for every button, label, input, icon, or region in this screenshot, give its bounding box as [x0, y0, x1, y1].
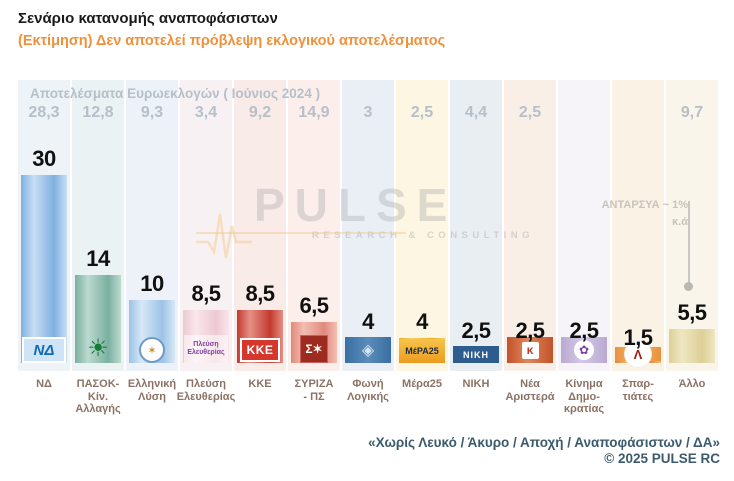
euro-result-value: 2,5: [410, 104, 434, 121]
party-bar: [669, 329, 715, 363]
euro-result-value: 14,9: [298, 104, 330, 121]
party-name-label: ΠΑΣΟΚ-Κίν. Αλλαγής: [75, 378, 121, 416]
bar-value-label: 2,5: [515, 318, 545, 343]
pasok-sun-logo: ☀: [87, 335, 109, 362]
column-foni-logikis: 3 4 ◈ Φωνή Λογικής: [342, 80, 394, 403]
party-name-label: ΝΔ: [36, 378, 52, 390]
euro-result-value: 2,5: [518, 104, 542, 121]
nd-logo: ΝΔ: [22, 337, 66, 363]
kinima-flower-logo: ✿: [561, 337, 607, 363]
niki-logo: ΝΙΚΗ: [453, 346, 499, 363]
party-name-label: Άλλο: [678, 378, 706, 390]
column-mera25: 2,5 4 ΜέΡΑ25 Μέρα25: [396, 80, 448, 390]
nea-aristera-logo: κ: [507, 337, 553, 363]
euro-result-value: 3: [363, 104, 373, 121]
party-bar: [21, 175, 67, 363]
bar-value-label: 8,5: [245, 281, 275, 306]
bar-value-label: 2,5: [569, 318, 599, 343]
annotation-line1: ΑΝΤΑΡΣΥΑ ~ 1%: [601, 199, 688, 211]
spartan-helmet-logo: Λ: [615, 341, 661, 367]
footer-note: «Χωρίς Λευκό / Άκυρο / Αποχή / Αναποφάσι…: [368, 435, 720, 450]
annotation-pointer-dot: [684, 282, 693, 291]
party-name-label: Σπαρ- τιάτες: [622, 378, 654, 403]
antarsya-annotation: ΑΝΤΑΡΣΥΑ ~ 1% κ.ά: [602, 197, 688, 230]
column-spartiates: 1,5 Λ Σπαρ- τιάτες: [612, 80, 664, 403]
column-niki: 4,4 2,5 ΝΙΚΗ ΝΙΚΗ: [450, 80, 502, 390]
column-elliniki-lysi: 9,3 10 ✶ Ελληνική Λύση: [126, 80, 178, 403]
page-title: Σενάριο κατανομής αναποφάσιστων: [18, 10, 278, 27]
bar-value-label: 4: [416, 309, 428, 334]
column-syriza: 14,9 6,5 Σ✶ ΣΥΡΙΖΑ - ΠΣ: [288, 80, 340, 403]
bar-value-label: 5,5: [677, 300, 707, 325]
page-subtitle: (Εκτίμηση) Δεν αποτελεί πρόβλεψη εκλογικ…: [18, 33, 446, 49]
mera25-logo: ΜέΡΑ25: [399, 339, 445, 363]
party-name-label: Νέα Αριστερά: [505, 378, 555, 403]
annotation-pointer-line: [688, 201, 690, 283]
bar-value-label: 10: [140, 271, 164, 296]
column-kinima-dimokratias: 2,5 ✿ Κίνημα Δημο- κρατίας: [558, 80, 610, 415]
party-name-label: Κίνημα Δημο- κρατίας: [563, 378, 605, 416]
bar-value-label: 6,5: [299, 293, 329, 318]
column-kke: 9,2 8,5 ΚΚΕ ΚΚΕ: [234, 80, 286, 390]
chart-footer: «Χωρίς Λευκό / Άκυρο / Αποχή / Αναποφάσι…: [368, 435, 720, 466]
party-name-label: Μέρα25: [402, 378, 442, 390]
bar-value-label: 14: [86, 246, 110, 271]
euro-result-value: 9,3: [140, 104, 164, 121]
party-name-label: ΣΥΡΙΖΑ - ΠΣ: [294, 378, 334, 403]
pleusi-ship-logo: Πλεύση Ελευθερίας: [184, 335, 228, 363]
syriza-star-logo: Σ✶: [300, 335, 328, 363]
bar-value-label: 4: [362, 309, 374, 334]
party-name-label: Ελληνική Λύση: [127, 378, 177, 403]
annotation-line2: κ.ά: [672, 215, 688, 228]
euro-result-value: 4,4: [464, 104, 488, 121]
column-pleusi: 3,4 8,5 Πλεύση Ελευθερίας Πλεύση Ελευθερ…: [177, 80, 235, 403]
foni-diamond-logo: ◈: [345, 337, 391, 363]
kke-logo: ΚΚΕ: [240, 338, 280, 362]
column-allo: 9,7 5,5 Άλλο: [666, 80, 718, 390]
euro-result-value: 9,2: [248, 104, 272, 121]
column-pasok: 12,8 14 ☀ ΠΑΣΟΚ-Κίν. Αλλαγής: [72, 80, 124, 415]
party-name-label: Πλεύση Ελευθερίας: [176, 378, 236, 403]
party-name-label: ΚΚΕ: [248, 378, 272, 390]
party-name-label: ΝΙΚΗ: [462, 378, 490, 390]
euro-result-value: 28,3: [28, 104, 60, 121]
compass-logo: ✶: [139, 337, 165, 363]
column-nd: 28,3 30 ΝΔ ΝΔ: [18, 80, 70, 390]
party-bar: [75, 275, 121, 363]
euro-result-value: 12,8: [82, 104, 114, 121]
column-nea-aristera: 2,5 2,5 κ Νέα Αριστερά: [504, 80, 556, 403]
euro-result-value: 3,4: [194, 104, 218, 121]
copyright: © 2025 PULSE RC: [604, 451, 720, 466]
bar-value-label: 1,5: [623, 325, 653, 350]
bar-value-label: 30: [32, 146, 56, 171]
bar-value-label: 8,5: [191, 281, 221, 306]
party-name-label: Φωνή Λογικής: [347, 378, 389, 403]
euro-result-value: 9,7: [680, 104, 704, 121]
bar-value-label: 2,5: [461, 318, 491, 343]
